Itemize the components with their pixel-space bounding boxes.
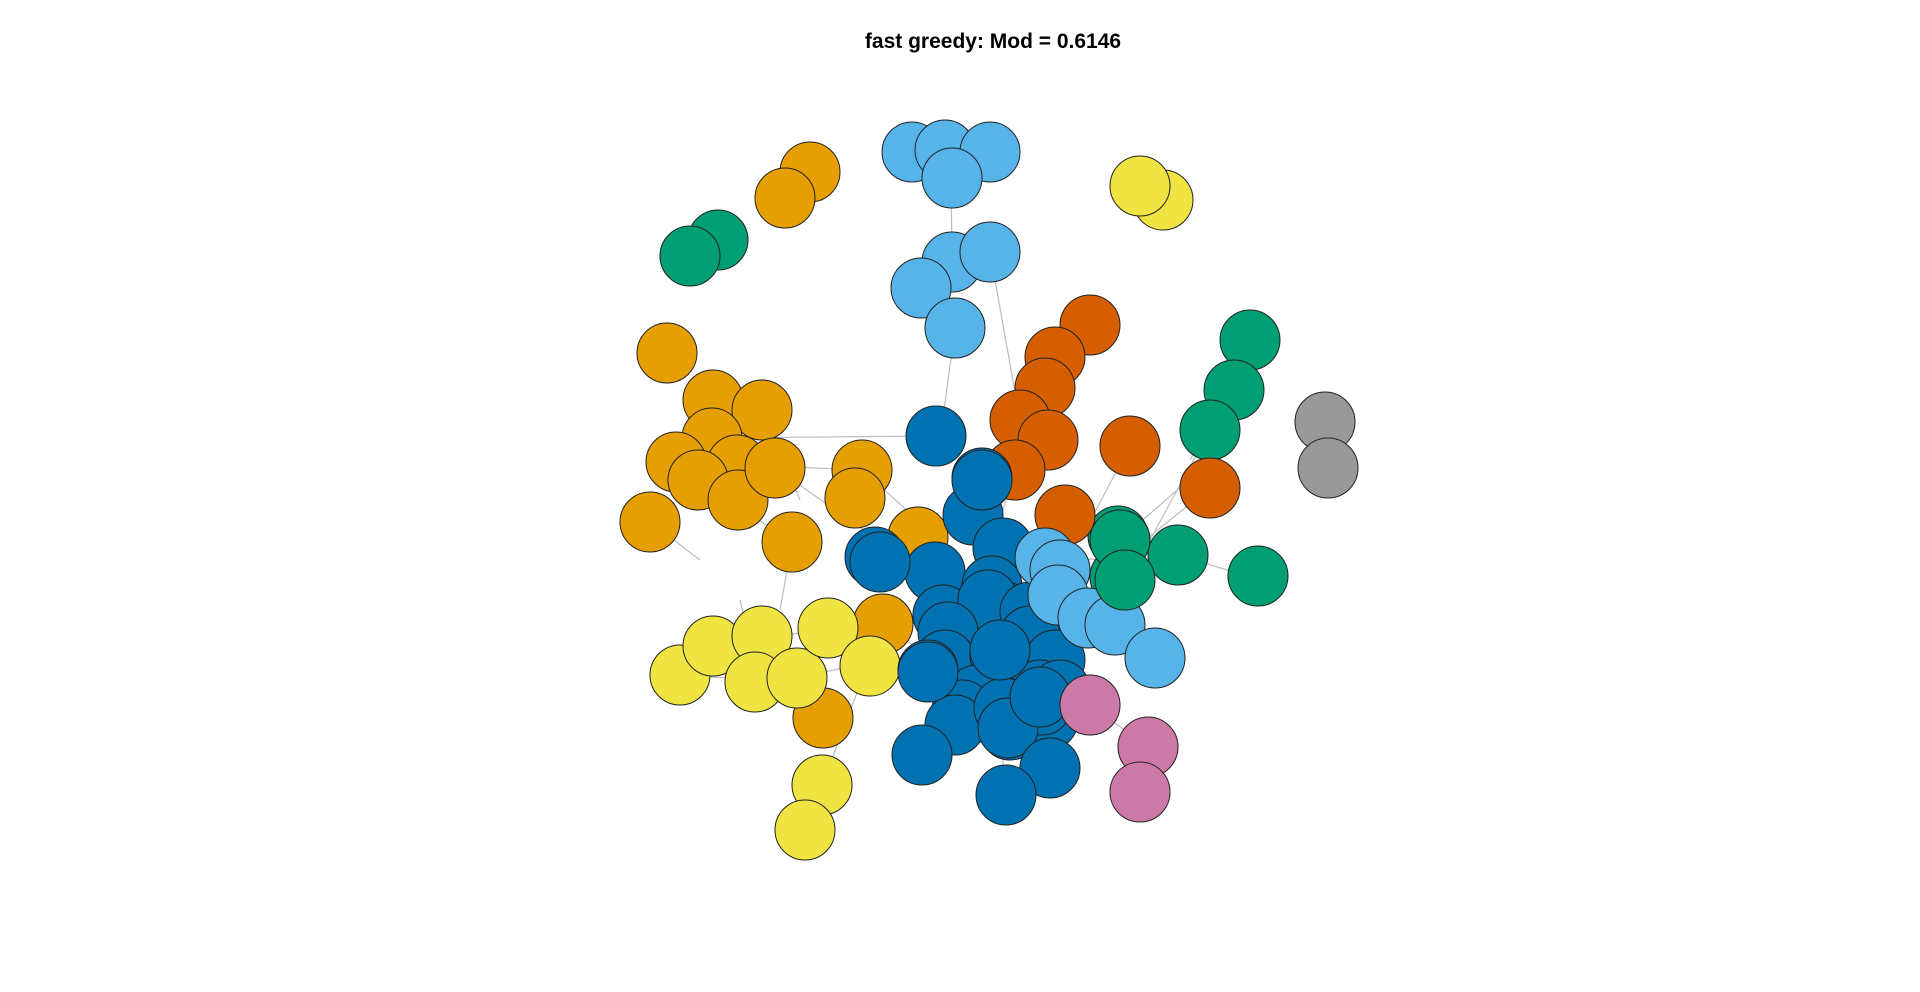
graph-node-yellow [797,597,859,659]
graph-node-yellow [839,635,901,697]
graph-node-orange [824,467,886,529]
graph-node-green [1094,549,1156,611]
graph-node-orange [761,511,823,573]
graph-node-dark-blue [897,641,959,703]
graph-node-dark-blue [849,531,911,593]
graph-nodes [619,119,1359,861]
graph-node-yellow [766,647,828,709]
graph-node-sky-blue [1124,627,1186,689]
graph-node-vermillion [1099,415,1161,477]
graph-node-sky-blue [890,257,952,319]
graph-node-dark-blue [975,764,1037,826]
graph-node-yellow [1109,155,1171,217]
graph-node-green [1179,399,1241,461]
graph-node-dark-blue [905,405,967,467]
graph-node-orange [731,379,793,441]
graph-node-green [659,225,721,287]
graph-node-orange [636,322,698,384]
graph-node-pink [1109,761,1171,823]
graph-node-orange [744,437,806,499]
graph-node-dark-blue [891,724,953,786]
graph-node-pink [1059,674,1121,736]
graph-node-vermillion [1179,457,1241,519]
graph-node-sky-blue [959,221,1021,283]
graph-node-sky-blue [921,147,983,209]
graph-node-green [1227,545,1289,607]
graph-node-orange [619,491,681,553]
plot-title: fast greedy: Mod = 0.6146 [864,30,1122,53]
graph-node-yellow [774,799,836,861]
graph-node-green [1147,524,1209,586]
graph-node-dark-blue [969,619,1031,681]
graph-node-sky-blue [924,297,986,359]
graph-node-orange [754,167,816,229]
graph-node-grey [1297,437,1359,499]
graph-node-dark-blue [951,449,1013,511]
